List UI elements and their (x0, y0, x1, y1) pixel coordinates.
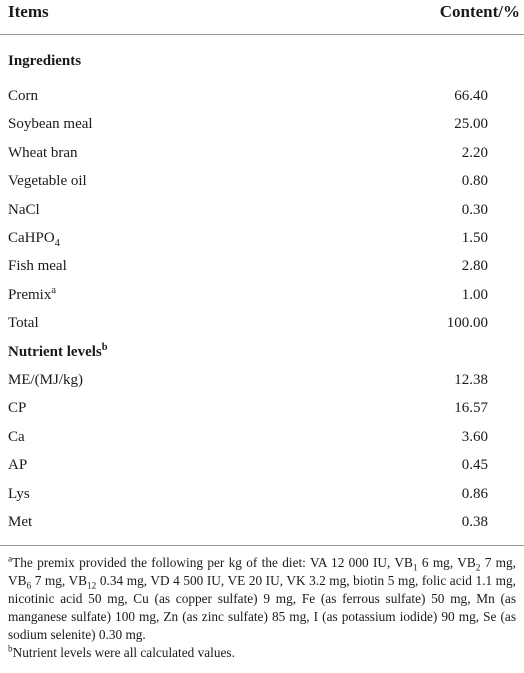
table-row: AP 0.45 (0, 451, 524, 479)
value-cell: 66.40 (454, 88, 488, 105)
text-run: CP (8, 400, 27, 417)
text-run: Nutrient levels were all calculated valu… (12, 644, 235, 660)
item-cell: Fish meal (8, 258, 67, 275)
text-run: Wheat bran (8, 144, 78, 161)
text-run: AP (8, 457, 28, 474)
value-cell: 0.80 (461, 173, 488, 190)
text-run: Ca (8, 428, 25, 445)
text-run: The premix provided the following per kg… (12, 554, 413, 570)
item-cell: Vegetable oil (8, 173, 87, 190)
section-label: Nutrient levelsb (8, 341, 108, 361)
value-cell: 2.20 (461, 144, 488, 161)
item-cell: Wheat bran (8, 145, 78, 162)
value-cell: 1.50 (461, 230, 488, 247)
value-cell: 16.57 (454, 400, 488, 417)
column-header: Content/% (439, 2, 520, 21)
text-run: Met (8, 513, 33, 530)
section-label: Ingredients (8, 53, 81, 70)
text-run: Premix (8, 286, 52, 303)
text-run: Corn (8, 88, 38, 105)
table-row: CaHPO4 1.50 (0, 224, 524, 252)
superscript: a (8, 554, 13, 565)
superscript: b (101, 341, 108, 353)
value-cell: 12.38 (454, 371, 488, 388)
value-cell: 2.80 (461, 258, 488, 275)
text-run: Nutrient levels (8, 343, 102, 360)
value-cell: 25.00 (454, 116, 488, 133)
item-cell: ME/(MJ/kg) (8, 372, 83, 389)
subscript: 1 (412, 563, 418, 574)
section-title: Nutrient levelsb (0, 338, 524, 366)
item-cell: CaHPO4 (8, 230, 60, 250)
text-run: Total (8, 315, 39, 332)
section-title: Ingredients (0, 47, 524, 75)
item-cell: Met (8, 514, 32, 531)
section: Ingredients Corn 66.40 Soybean meal 25.00 Whe… (0, 47, 524, 338)
subscript: 4 (54, 238, 60, 250)
superscript: b (8, 644, 13, 655)
table-row: Ca 3.60 (0, 423, 524, 451)
item-cell: Ca (8, 429, 25, 446)
table-row: Soybean meal 25.00 (0, 111, 524, 139)
table-header: Items Content/% (0, 0, 524, 35)
text-run: Vegetable oil (8, 173, 87, 190)
superscript: a (51, 284, 57, 296)
value-cell: 100.00 (446, 315, 488, 332)
text-run: 6 mg, VB (417, 554, 476, 570)
item-cell: Lys (8, 486, 30, 503)
value-cell: 0.45 (461, 457, 488, 474)
table-row: Vegetable oil 0.80 (0, 168, 524, 196)
footnote: aThe premix provided the following per k… (8, 554, 516, 644)
item-cell: AP (8, 457, 27, 474)
text-run: NaCl (8, 201, 40, 218)
item-cell: NaCl (8, 202, 40, 219)
table-row: Total 100.00 (0, 310, 524, 338)
text-run: Fish meal (8, 258, 67, 275)
text-run: Lys (8, 485, 30, 502)
table-row: Lys 0.86 (0, 480, 524, 508)
item-cell: CP (8, 400, 26, 417)
text-run: 7 mg, VB (31, 572, 88, 588)
footnote: bNutrient levels were all calculated val… (8, 644, 516, 662)
table-row: NaCl 0.30 (0, 196, 524, 224)
table-body: Ingredients Corn 66.40 Soybean meal 25.00 Whe… (0, 47, 524, 546)
text-run: Soybean meal (8, 116, 93, 133)
value-cell: 0.38 (461, 513, 488, 530)
table-row: CP 16.57 (0, 395, 524, 423)
table-row: Fish meal 2.80 (0, 253, 524, 281)
table-row: Corn 66.40 (0, 82, 524, 110)
text-run: 0.34 mg, VD 4 500 IU, VE 20 IU, VK 3.2 m… (8, 572, 516, 642)
table-row: ME/(MJ/kg) 12.38 (0, 366, 524, 394)
item-cell: Total (8, 315, 39, 332)
text-run: Ingredients (8, 52, 82, 69)
subscript: 2 (475, 563, 481, 574)
table-row: Met 0.38 (0, 508, 524, 536)
column-header: Items (8, 2, 49, 21)
item-cell: Premixa (8, 284, 57, 304)
value-cell: 3.60 (461, 428, 488, 445)
text-run: CaHPO (8, 230, 55, 247)
subscript: 12 (87, 581, 97, 592)
value-cell: 0.30 (461, 201, 488, 218)
text-run: ME/(MJ/kg) (8, 371, 83, 388)
section: Nutrient levelsb ME/(MJ/kg) 12.38 CP 16.57 Ca… (0, 338, 524, 537)
table-row: Premixa 1.00 (0, 281, 524, 309)
item-cell: Soybean meal (8, 116, 93, 133)
subscript: 6 (26, 581, 32, 592)
table-row: Wheat bran 2.20 (0, 139, 524, 167)
text-run: 7 mg, VB (8, 554, 516, 588)
value-cell: 1.00 (461, 286, 488, 303)
item-cell: Corn (8, 88, 38, 105)
value-cell: 0.86 (461, 485, 488, 502)
footnotes: aThe premix provided the following per k… (0, 546, 524, 662)
